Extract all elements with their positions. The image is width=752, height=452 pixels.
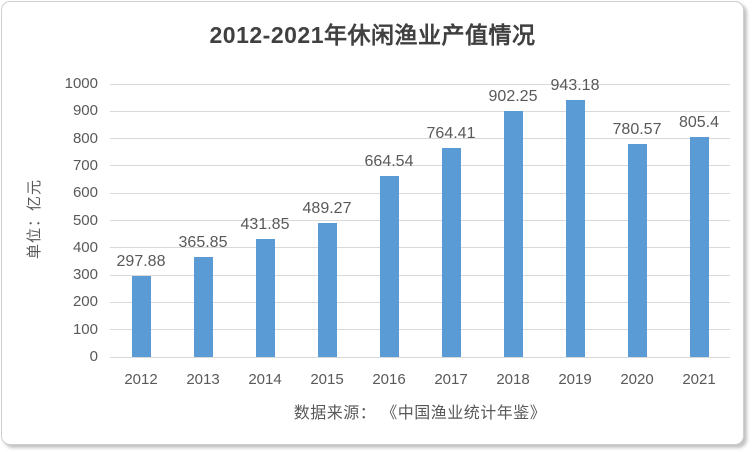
y-tick-label: 500 — [72, 211, 98, 229]
x-tick-label: 2020 — [620, 371, 654, 388]
x-tick-label: 2015 — [310, 371, 344, 388]
gridline — [110, 110, 730, 112]
bar — [441, 148, 461, 357]
bar-value-label: 764.41 — [426, 125, 476, 143]
x-tick-label: 2013 — [186, 371, 220, 388]
x-tick-label: 2018 — [496, 371, 530, 388]
bar — [317, 223, 337, 357]
x-tick-label: 2021 — [682, 371, 716, 388]
y-tick-label: 700 — [72, 156, 98, 174]
bar-value-label: 664.54 — [364, 152, 414, 170]
gridline — [110, 301, 730, 303]
bar-value-label: 489.27 — [302, 200, 352, 218]
y-tick-label: 200 — [72, 293, 98, 311]
y-tick-label: 600 — [72, 184, 98, 202]
y-tick-label: 0 — [89, 348, 98, 365]
gridline — [110, 329, 730, 331]
gridline — [110, 356, 730, 358]
bar-value-label: 365.85 — [178, 234, 228, 252]
bar — [131, 275, 151, 357]
bar-value-label: 297.88 — [116, 252, 166, 270]
bar — [255, 239, 275, 357]
x-tick-label: 2016 — [372, 371, 406, 388]
bar — [689, 137, 709, 357]
bar-value-label: 943.18 — [550, 76, 600, 94]
y-tick-label: 900 — [72, 102, 98, 120]
y-tick-label: 400 — [72, 238, 98, 256]
bar — [503, 110, 523, 357]
gridline — [110, 247, 730, 249]
bar-value-label: 780.57 — [612, 120, 662, 138]
y-tick-label: 1000 — [64, 75, 98, 92]
x-tick-label: 2019 — [558, 371, 592, 388]
gridline — [110, 274, 730, 276]
y-tick-label: 800 — [72, 129, 98, 147]
bar-value-label: 902.25 — [488, 87, 538, 105]
source-note: 数据来源： 《中国渔业统计年鉴》 — [293, 405, 547, 422]
gridline — [110, 138, 730, 140]
chart-title: 2012-2021年休闲渔业产值情况 — [209, 22, 536, 48]
gridline — [110, 220, 730, 221]
bar — [627, 143, 647, 357]
x-tick-label: 2017 — [434, 371, 468, 388]
x-tick-label: 2012 — [124, 371, 158, 388]
gridline — [110, 83, 730, 85]
y-tick-label: 300 — [72, 266, 98, 284]
bar — [193, 257, 213, 357]
x-tick-label: 2014 — [248, 371, 282, 388]
bar — [565, 99, 585, 357]
bar — [379, 175, 399, 357]
gridline — [110, 192, 730, 194]
bar-value-label: 431.85 — [240, 216, 290, 234]
bar-value-label: 805.4 — [678, 114, 720, 132]
y-tick-label: 100 — [72, 320, 98, 338]
gridline — [110, 165, 730, 167]
chart-card: 2012-2021年休闲渔业产值情况 单位：亿元 0 100 200 300 400 50… — [1, 1, 744, 445]
